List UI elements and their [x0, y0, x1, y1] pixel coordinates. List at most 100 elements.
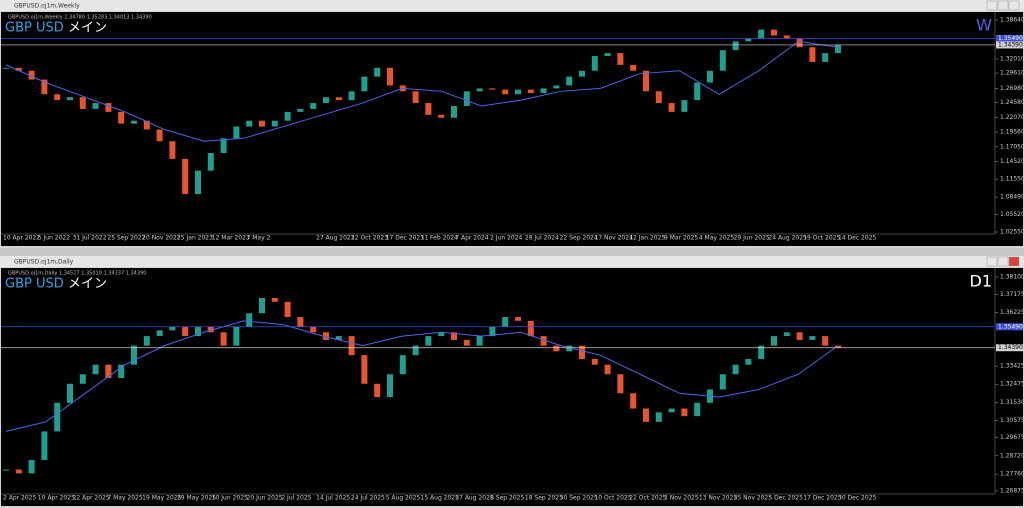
candle [143, 336, 150, 346]
candle [131, 120, 137, 124]
x-tick-label: 24 Aug 2025 [768, 235, 807, 242]
weekly-window: GBPUSD.oj1m,Weekly 1.38640 1.32010 1.29610 1… [0, 0, 1024, 248]
main-label: メイン [68, 21, 107, 36]
candle [195, 326, 201, 337]
y-tick-label: 1.24580 [1000, 99, 1024, 106]
candle [643, 70, 649, 92]
candle [668, 103, 675, 112]
candle [438, 114, 445, 118]
x-tick-label: 28 Jul 2024 [525, 235, 559, 242]
candle [335, 336, 342, 340]
candle [284, 301, 291, 318]
x-tick-label: 9 Mar 2025 [664, 235, 698, 242]
candle [323, 97, 329, 104]
x-tick-label: 30 Sep 2025 [560, 495, 598, 502]
x-tick-label: 10 Oct 2025 [594, 495, 631, 502]
x-tick-label: 20 Jun 2025 [247, 495, 283, 502]
candle [3, 67, 9, 69]
x-tick-label: 5 Jun 2022 [38, 235, 70, 242]
candle [771, 29, 777, 36]
x-tick-label: 8 Sep 2025 [490, 495, 524, 502]
x-tick-label: 17 Nov 2024 [594, 235, 633, 242]
x-tick-label: 12 Mar 2023 [212, 235, 250, 242]
candle [207, 326, 214, 333]
y-tick-label: 1.38640 [1000, 16, 1024, 23]
candle [143, 120, 150, 130]
candle [310, 103, 317, 109]
x-tick-label: 12 Jan 2025 [629, 235, 665, 242]
x-tick-label: 2 Jul 2025 [281, 495, 311, 502]
y-tick-label: 1.32010 [1000, 55, 1024, 62]
candle [463, 91, 470, 106]
y-tick-label: 1.22070 [1000, 114, 1024, 121]
y-tick-label: 1.26980 [1000, 85, 1024, 92]
moving-average [5, 40, 839, 142]
x-tick-label: 24 Jul 2025 [351, 495, 385, 502]
x-tick-label: 5 Aug 2025 [386, 495, 421, 502]
x-tick-label: 22 Oct 2025 [629, 495, 666, 502]
x-tick-label: 3 Nov 2025 [664, 495, 699, 502]
chart-info: GBPUSD.oj1m,Weekly 1.34780 1.35283 1.340… [8, 15, 152, 21]
y-tick-label: 1.26875 [1000, 488, 1024, 495]
minimize-button[interactable] [986, 256, 998, 267]
candle [425, 336, 432, 346]
x-tick-label: 31 Jul 2022 [73, 235, 107, 242]
candle [758, 29, 765, 39]
candle [719, 374, 726, 390]
x-tick-label: 30 Dec 2025 [838, 495, 877, 502]
candle [41, 431, 48, 461]
candle [835, 345, 841, 348]
candle [809, 336, 816, 340]
price-box-label: 1.35490 [998, 323, 1023, 330]
price-box-label: 1.35490 [998, 35, 1023, 42]
candle [438, 332, 445, 337]
candle [297, 108, 304, 112]
y-tick-label: 1.28720 [1000, 452, 1024, 459]
candle [783, 332, 790, 337]
candle [566, 76, 573, 86]
candle [809, 47, 816, 62]
y-tick-label: 1.02550 [1000, 229, 1024, 236]
candle [156, 330, 163, 337]
candle [297, 317, 304, 327]
x-tick-label: 27 Aug 2025 [455, 495, 494, 502]
y-tick-label: 1.30575 [1000, 417, 1024, 424]
y-tick-label: 1.08490 [1000, 194, 1024, 201]
candle [463, 339, 470, 346]
maximize-button[interactable] [997, 256, 1009, 267]
timeframe-label: W [976, 16, 992, 35]
x-tick-label: 17 Dec 2023 [386, 235, 425, 242]
candle [822, 53, 829, 62]
candle [604, 364, 611, 375]
maximize-button[interactable] [997, 0, 1009, 11]
candle [758, 345, 765, 359]
candle [361, 76, 368, 92]
x-tick-label: 17 Dec 2025 [803, 495, 842, 502]
y-tick-label: 1.05520 [1000, 211, 1024, 218]
candle [374, 383, 381, 398]
candle [54, 402, 61, 432]
candle [67, 97, 73, 101]
candle [451, 105, 457, 118]
candle [156, 129, 163, 142]
candle [105, 364, 112, 379]
candle [502, 317, 509, 327]
price-box [996, 41, 1023, 49]
close-button[interactable] [1008, 0, 1020, 11]
candle [220, 332, 227, 346]
candle [105, 103, 112, 112]
candle [259, 120, 265, 127]
x-tick-label: 14 Jul 2025 [316, 495, 350, 502]
candle [630, 64, 637, 71]
close-button[interactable] [1008, 256, 1020, 267]
candle [412, 345, 419, 356]
candle [28, 460, 35, 474]
candle [527, 320, 534, 337]
candle [195, 170, 201, 195]
candle [15, 469, 22, 474]
candle [681, 100, 688, 112]
candle [694, 82, 701, 101]
chart-area [1, 12, 1023, 246]
y-tick-label: 1.29675 [1000, 434, 1024, 441]
minimize-button[interactable] [986, 0, 998, 11]
